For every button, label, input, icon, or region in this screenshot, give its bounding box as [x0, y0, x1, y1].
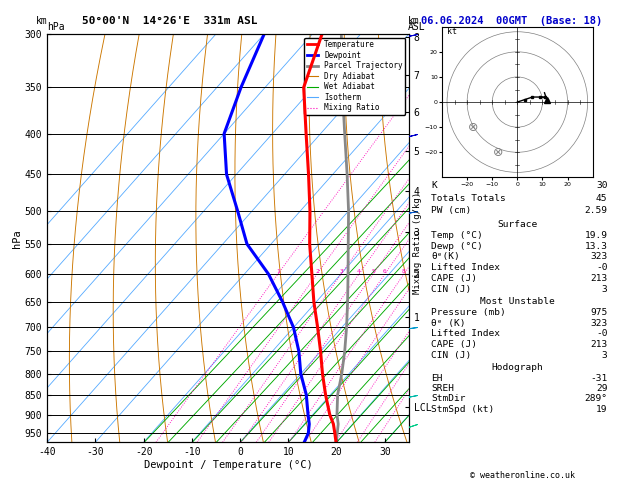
Text: Lifted Index: Lifted Index	[431, 263, 500, 272]
Text: $\otimes$: $\otimes$	[467, 121, 478, 134]
Text: 8: 8	[402, 269, 406, 274]
Text: K: K	[431, 181, 437, 190]
Text: 30: 30	[596, 181, 608, 190]
Text: 6: 6	[383, 269, 387, 274]
Text: StmSpd (kt): StmSpd (kt)	[431, 405, 494, 414]
Text: 13.3: 13.3	[584, 242, 608, 251]
Text: kt: kt	[447, 27, 457, 36]
Text: 323: 323	[590, 319, 608, 328]
Text: 5: 5	[371, 269, 375, 274]
Text: ASL: ASL	[408, 22, 426, 32]
Text: 50°00'N  14°26'E  331m ASL: 50°00'N 14°26'E 331m ASL	[82, 16, 257, 26]
Text: 45: 45	[596, 194, 608, 203]
Text: hPa: hPa	[47, 22, 65, 32]
Text: 213: 213	[590, 274, 608, 283]
Text: θᵉ (K): θᵉ (K)	[431, 319, 465, 328]
Text: 2.59: 2.59	[584, 207, 608, 215]
Text: 3: 3	[602, 285, 608, 294]
Text: Dewp (°C): Dewp (°C)	[431, 242, 483, 251]
Text: θᵉ(K): θᵉ(K)	[431, 252, 460, 261]
Y-axis label: hPa: hPa	[12, 229, 22, 247]
Text: CAPE (J): CAPE (J)	[431, 340, 477, 349]
Text: 323: 323	[590, 252, 608, 261]
Text: Surface: Surface	[498, 220, 537, 229]
Text: km: km	[408, 16, 420, 26]
Text: EH: EH	[431, 374, 443, 382]
Text: CAPE (J): CAPE (J)	[431, 274, 477, 283]
Text: 06.06.2024  00GMT  (Base: 18): 06.06.2024 00GMT (Base: 18)	[421, 16, 603, 26]
Text: 1: 1	[276, 269, 280, 274]
Text: Totals Totals: Totals Totals	[431, 194, 506, 203]
Text: Lifted Index: Lifted Index	[431, 330, 500, 338]
Text: -31: -31	[590, 374, 608, 382]
Text: 975: 975	[590, 308, 608, 317]
Text: CIN (J): CIN (J)	[431, 351, 471, 360]
Text: km: km	[35, 16, 47, 26]
Text: Mixing Ratio (g/kg): Mixing Ratio (g/kg)	[413, 192, 421, 294]
Text: Most Unstable: Most Unstable	[480, 297, 555, 306]
Text: 3: 3	[602, 351, 608, 360]
Text: 213: 213	[590, 340, 608, 349]
Text: -0: -0	[596, 330, 608, 338]
Legend: Temperature, Dewpoint, Parcel Trajectory, Dry Adiabat, Wet Adiabat, Isotherm, Mi: Temperature, Dewpoint, Parcel Trajectory…	[304, 38, 405, 115]
Text: SREH: SREH	[431, 384, 454, 393]
Text: 2: 2	[315, 269, 319, 274]
Text: CIN (J): CIN (J)	[431, 285, 471, 294]
Text: © weatheronline.co.uk: © weatheronline.co.uk	[470, 471, 574, 480]
Text: $\otimes$: $\otimes$	[492, 146, 503, 159]
Text: 4: 4	[357, 269, 360, 274]
Text: 3: 3	[339, 269, 343, 274]
Text: PW (cm): PW (cm)	[431, 207, 471, 215]
Text: 19: 19	[596, 405, 608, 414]
Text: Temp (°C): Temp (°C)	[431, 231, 483, 240]
Text: 19.9: 19.9	[584, 231, 608, 240]
X-axis label: Dewpoint / Temperature (°C): Dewpoint / Temperature (°C)	[143, 460, 313, 470]
Text: -0: -0	[596, 263, 608, 272]
Text: StmDir: StmDir	[431, 395, 465, 403]
Text: 289°: 289°	[584, 395, 608, 403]
Text: Pressure (mb): Pressure (mb)	[431, 308, 506, 317]
Text: 29: 29	[596, 384, 608, 393]
Text: Hodograph: Hodograph	[491, 363, 543, 372]
